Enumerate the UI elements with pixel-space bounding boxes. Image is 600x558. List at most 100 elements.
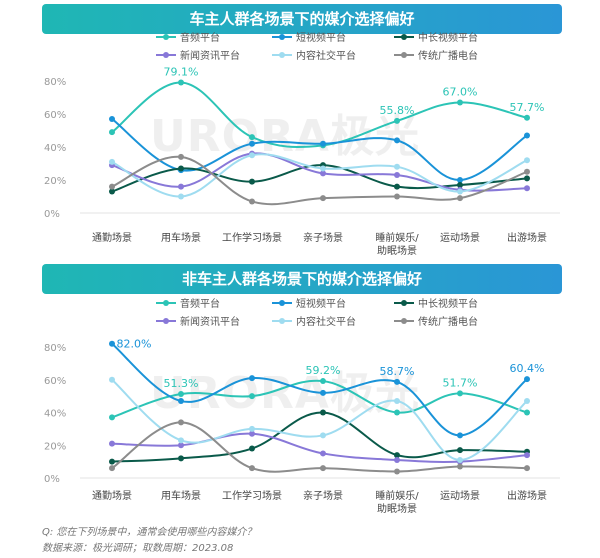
data-point [109,129,115,136]
chart-title: 车主人群各场景下的媒介选择偏好 [42,4,562,34]
legend-label: 传统广播电台 [418,49,478,62]
data-point [524,157,530,164]
data-point [524,132,530,139]
chart-title: 非车主人群各场景下的媒介选择偏好 [42,264,562,294]
legend-marker [401,318,407,324]
data-point [249,198,255,205]
series-line [109,376,530,463]
data-point [109,458,115,465]
data-point [249,393,255,400]
data-point [178,79,184,86]
watermark: URORA极光 [150,111,420,162]
data-point [320,389,326,396]
data-point [178,390,184,397]
series-path [111,153,528,198]
legend-marker [279,318,285,324]
y-tick-label: 40% [44,409,66,420]
data-point [457,390,463,397]
data-point [109,115,115,122]
series-path [111,118,528,182]
y-tick-label: 0% [44,474,60,485]
data-point [249,445,255,452]
series-line [109,378,530,421]
data-point [320,140,326,147]
data-point [178,193,184,200]
data-point [249,430,255,437]
data-point [524,452,530,459]
data-point [457,99,463,106]
data-point [320,195,326,202]
data-point [394,172,400,179]
data-point [249,465,255,472]
data-point [178,165,184,172]
legend-item: 短视频平台 [272,31,346,44]
legend-item: 内容社交平台 [272,49,356,62]
data-point [109,158,115,165]
data-point [109,440,115,447]
x-tick-label: 工作学习场景 [222,231,282,244]
series-line [109,409,530,465]
y-tick-label: 80% [44,343,66,354]
data-point [320,378,326,385]
data-point [394,452,400,459]
data-point [178,455,184,462]
data-point [178,153,184,160]
x-tick-label: 用车场景 [161,489,201,502]
x-tick-label: 睡前娱乐/助眠场景 [375,489,419,514]
data-point [457,195,463,202]
legend-marker [163,300,169,306]
data-label: 60.4% [510,362,545,375]
data-point [457,456,463,463]
x-tick-label: 亲子场景 [303,489,343,502]
y-tick-label: 40% [44,143,66,154]
data-label: 55.8% [380,104,415,117]
data-point [178,398,184,405]
legend-item: 内容社交平台 [272,315,356,328]
data-point [320,170,326,177]
data-point [109,465,115,472]
x-tick-label: 亲子场景 [303,231,343,244]
y-tick-label: 60% [44,376,66,387]
data-point [320,432,326,439]
data-point [394,398,400,405]
series-line [109,152,530,200]
data-point [178,419,184,426]
legend-marker [401,34,407,40]
y-tick-label: 20% [44,441,66,452]
series-line [109,340,530,439]
data-point [249,425,255,432]
data-point [394,468,400,475]
x-tick-label: 通勤场景 [92,489,132,502]
x-tick-label: 运动场景 [440,231,480,244]
data-point [249,140,255,147]
data-point [457,463,463,470]
x-tick-label: 出游场景 [507,489,547,502]
data-label: 58.7% [380,365,415,378]
legend-label: 音频平台 [180,31,220,44]
legend-label: 音频平台 [180,297,220,310]
data-point [320,409,326,416]
legend-marker [163,34,169,40]
data-source: 数据来源：极光调研；取数周期：2023.08 [42,543,234,554]
data-label: 67.0% [443,85,478,98]
data-point [320,450,326,457]
legend-label: 中长视频平台 [418,31,478,44]
data-point [109,188,115,195]
legend-marker [163,318,169,324]
legend-label: 中长视频平台 [418,297,478,310]
data-label: 51.3% [164,377,199,390]
data-point [394,163,400,170]
data-label: 57.7% [510,101,545,114]
x-tick-label: 通勤场景 [92,231,132,244]
y-tick-label: 80% [44,77,66,88]
legend-item: 音频平台 [156,297,220,310]
data-point [524,114,530,121]
legend-item: 新闻资讯平台 [156,49,240,62]
x-tick-label: 用车场景 [161,231,201,244]
legend-marker [401,52,407,58]
legend-item: 新闻资讯平台 [156,315,240,328]
data-point [249,134,255,141]
data-point [109,340,115,347]
